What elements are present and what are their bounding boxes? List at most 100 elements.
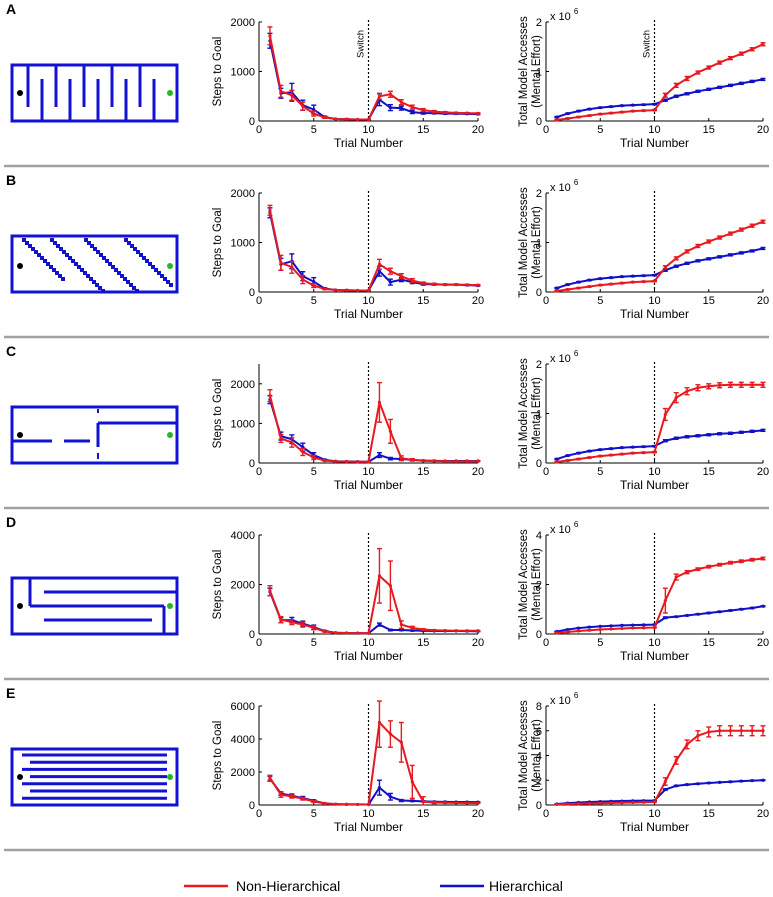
start-marker — [17, 603, 23, 609]
x-tick-label: 10 — [362, 466, 374, 478]
x-axis-label: Trial Number — [334, 820, 403, 834]
data-point — [718, 610, 722, 614]
data-point — [631, 445, 635, 449]
x-tick-label: 5 — [311, 124, 317, 136]
data-point — [388, 280, 392, 284]
y-exponent-label: x 10 6 — [550, 178, 579, 194]
data-point — [555, 457, 559, 461]
data-point — [663, 616, 667, 620]
data-point — [432, 109, 436, 114]
x-tick-label: 0 — [543, 124, 549, 136]
maze-wall-step — [101, 289, 105, 293]
maze-a — [10, 63, 179, 123]
data-point — [355, 460, 360, 464]
data-point — [268, 776, 272, 780]
maze-wall-step — [126, 280, 130, 284]
x-tick-label: 20 — [757, 295, 769, 307]
y-tick-label: 0 — [249, 800, 255, 812]
data-point — [663, 93, 667, 97]
maze-wall-step — [58, 274, 62, 278]
y-tick-label: 2000 — [231, 188, 255, 200]
data-point — [566, 627, 570, 632]
maze-wall-step — [127, 241, 131, 245]
x-tick-label: 5 — [597, 295, 603, 307]
chart-steps-d: 0 5 10 15 20 0 2000 4000 Trial Number Steps to Go… — [212, 530, 484, 663]
data-point — [631, 280, 635, 284]
data-point — [707, 781, 711, 785]
data-point — [399, 628, 403, 632]
data-point — [388, 106, 392, 110]
data-point — [355, 288, 360, 293]
maze-wall-step — [157, 271, 161, 275]
data-point — [566, 287, 570, 292]
chart-effort-a: 0 5 10 15 20 0 1 2 Trial Number Total Model Acces… — [518, 7, 769, 150]
data-point — [279, 89, 283, 93]
maze-wall-step — [133, 247, 137, 251]
maze-wall-step — [50, 238, 54, 242]
data-point — [301, 622, 305, 627]
data-point — [707, 730, 711, 734]
data-point — [576, 629, 581, 633]
maze-wall-step — [65, 253, 69, 257]
data-point — [465, 283, 469, 287]
data-point — [663, 265, 667, 269]
maze-wall-step — [117, 271, 121, 275]
data-point — [739, 607, 743, 611]
maze-wall-step — [111, 265, 115, 269]
y-tick-label: 2000 — [231, 17, 255, 29]
x-tick-label: 10 — [362, 124, 374, 136]
data-point — [399, 106, 403, 110]
data-point — [388, 429, 392, 433]
data-point — [476, 629, 480, 633]
data-point — [587, 801, 592, 806]
data-point — [696, 244, 700, 248]
data-point — [279, 793, 283, 797]
data-point — [609, 105, 613, 109]
maze-wall-step — [142, 256, 146, 260]
data-point — [587, 113, 592, 118]
data-point — [377, 574, 382, 578]
data-point — [685, 435, 689, 439]
series-hierarchical — [554, 604, 766, 634]
data-point — [739, 383, 743, 387]
data-point — [555, 631, 559, 635]
y-axis-label: Steps to Goal — [212, 208, 224, 278]
maze-wall-step — [169, 283, 173, 287]
data-point — [301, 278, 305, 282]
data-point — [728, 431, 733, 435]
data-point — [334, 288, 338, 292]
data-point — [566, 111, 570, 116]
data-point — [312, 280, 316, 284]
data-point — [609, 624, 613, 628]
data-point — [598, 627, 602, 632]
x-tick-label: 0 — [256, 637, 262, 649]
panel-label: A — [6, 1, 16, 17]
data-point — [576, 115, 581, 119]
maze-wall-step — [89, 277, 93, 281]
maze-wall-step — [25, 241, 29, 245]
x-tick-label: 5 — [311, 466, 317, 478]
data-point — [620, 104, 624, 108]
maze-wall-step — [145, 259, 149, 263]
data-point — [312, 455, 316, 460]
chart-effort-b: 0 5 10 15 20 0 1 2 Trial Number Total Model Acces… — [518, 178, 769, 321]
x-tick-label: 5 — [597, 808, 603, 820]
series-non-hierarchical — [267, 204, 481, 293]
switch-label: Switch — [356, 30, 367, 58]
data-point — [674, 83, 678, 87]
series-hierarchical — [554, 246, 766, 290]
legend-label-hierarchical: Hierarchical — [489, 878, 563, 894]
data-point — [290, 440, 294, 445]
maze-wall-step — [105, 259, 109, 263]
maze-wall-step — [135, 289, 139, 293]
data-point — [432, 628, 436, 632]
data-point — [652, 800, 657, 804]
data-point — [739, 559, 743, 563]
x-tick-label: 15 — [417, 295, 429, 307]
data-point — [663, 787, 667, 792]
data-point — [728, 383, 733, 387]
data-point — [421, 281, 425, 285]
